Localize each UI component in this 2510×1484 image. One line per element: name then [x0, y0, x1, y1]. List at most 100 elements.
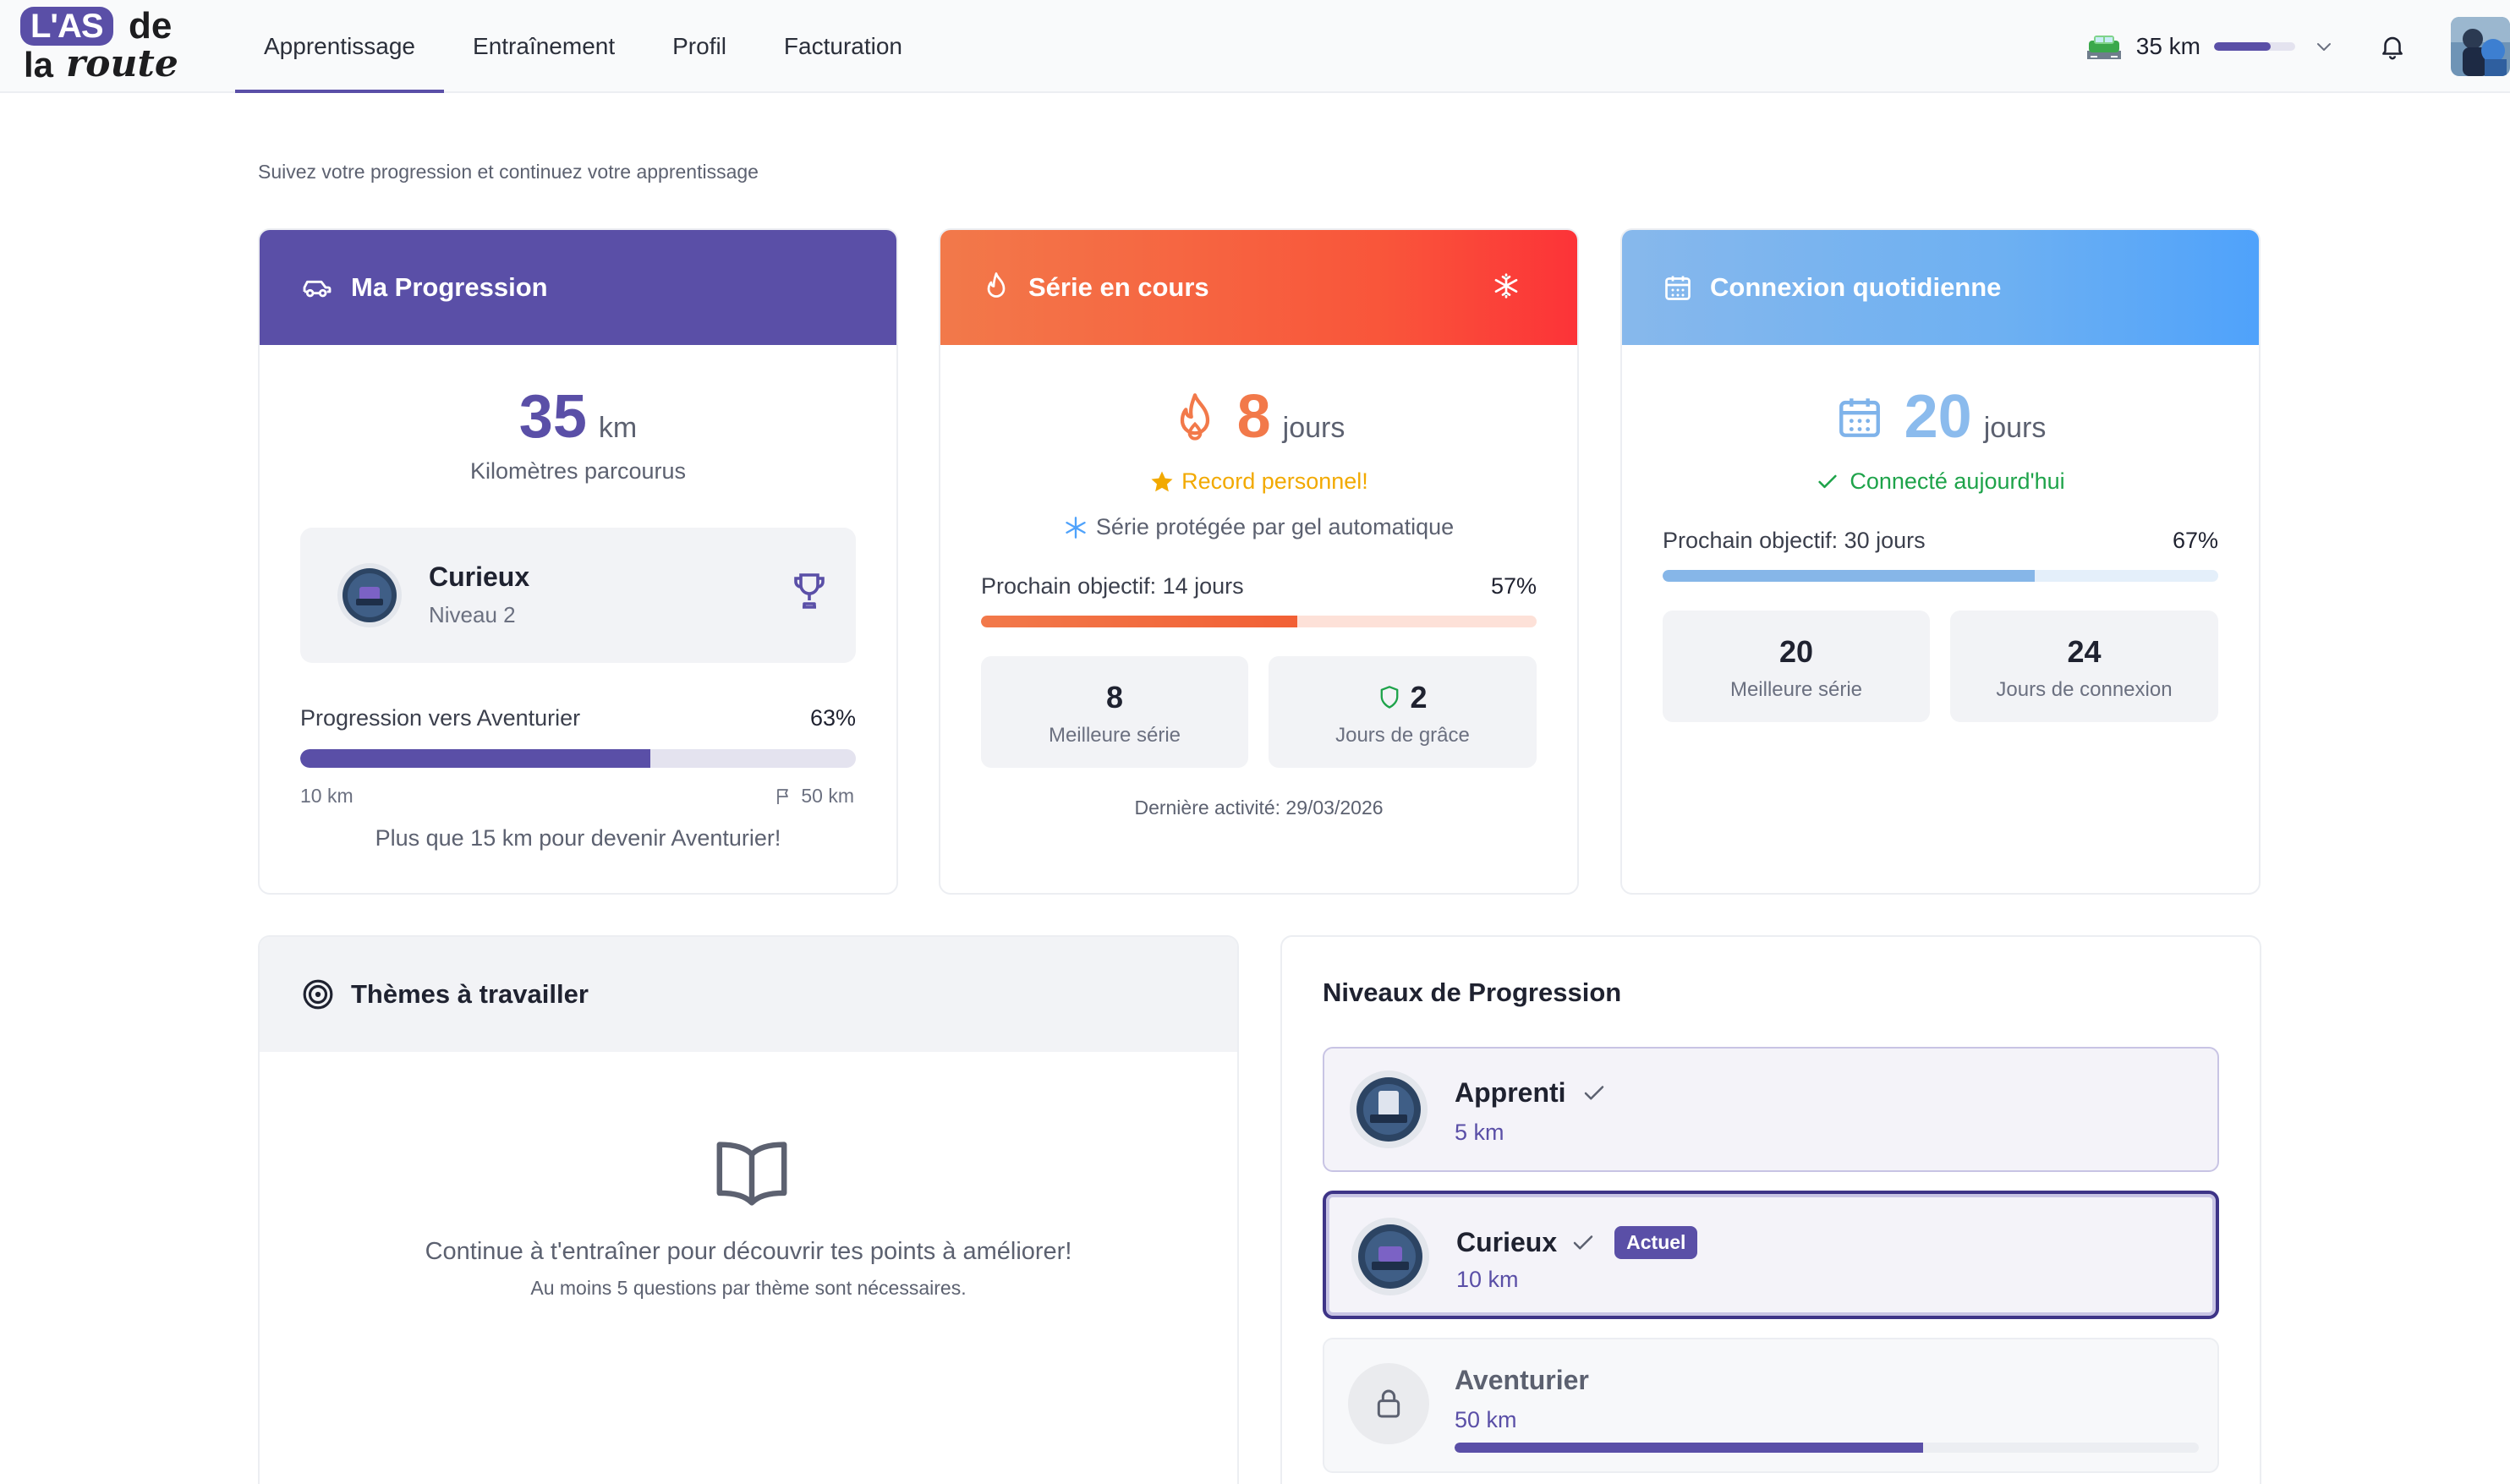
- progression-card: Ma Progression 35 km Kilomètres parcouru…: [258, 228, 898, 895]
- km-total-value: 35: [518, 383, 587, 451]
- logo-de: de: [129, 5, 173, 47]
- themes-empty-sub: Au moins 5 questions par thème sont néce…: [530, 1277, 967, 1299]
- connexion-card: Connexion quotidienne 20 jours Connecté …: [1620, 228, 2261, 895]
- towards-percent: 63%: [809, 705, 856, 731]
- themes-card: Thèmes à travailler Continue à t'entraîn…: [258, 935, 1239, 1484]
- flame-outline-icon: [987, 272, 1006, 298]
- snowflake-icon[interactable]: [1493, 272, 1520, 299]
- level-curieux-km: 10 km: [1456, 1267, 1519, 1292]
- check-icon: [1818, 474, 1837, 488]
- chevron-down-icon: [2317, 43, 2331, 51]
- serie-card-header: Série en cours: [940, 230, 1577, 345]
- nav-tab-facturation[interactable]: Facturation: [783, 33, 902, 59]
- bell-icon[interactable]: [2378, 32, 2407, 61]
- serie-best-value: 8: [1105, 680, 1124, 715]
- current-level-box: Curieux Niveau 2: [300, 528, 856, 663]
- record-text: Record personnel!: [1181, 468, 1368, 494]
- serie-objective-percent: 57%: [1490, 573, 1537, 599]
- flame-icon: [1180, 393, 1209, 441]
- snowflake-small-icon: [1066, 516, 1086, 539]
- trophy-icon: [794, 573, 825, 609]
- themes-empty-main: Continue à t'entraîner pour découvrir te…: [425, 1238, 1072, 1265]
- level-curieux-name: Curieux: [1456, 1227, 1558, 1257]
- towards-progress-bar: [300, 749, 856, 768]
- level-item-aventurier[interactable]: Aventurier 50 km: [1323, 1338, 2219, 1473]
- calendar-outline-icon: [1665, 276, 1691, 300]
- progression-card-title: Ma Progression: [351, 272, 548, 302]
- record-line: Record personnel!: [940, 468, 1577, 495]
- calendar-icon: [1839, 398, 1880, 437]
- curieux-level-badge-icon: [1351, 1218, 1429, 1295]
- current-level-name: Curieux: [429, 561, 530, 592]
- serie-grace-label: Jours de grâce: [1335, 724, 1470, 747]
- top-navbar: L'AS de la route Apprentissage Entraînem…: [0, 0, 2510, 93]
- logo-route: route: [66, 42, 178, 85]
- level-item-apprenti[interactable]: Apprenti 5 km: [1323, 1047, 2219, 1172]
- serie-best-box: 8 Meilleure série: [981, 656, 1248, 768]
- level-aventurier-progress: [1455, 1443, 2199, 1453]
- connexion-card-header: Connexion quotidienne: [1622, 230, 2259, 345]
- level-item-curieux[interactable]: Curieux Actuel 10 km: [1323, 1191, 2219, 1319]
- max-km-value: 50 km: [801, 785, 854, 807]
- serie-objective-bar: [981, 616, 1537, 627]
- header-km-progress-fill: [2214, 42, 2272, 51]
- connexion-objective-bar: [1663, 570, 2218, 582]
- serie-objective-row: Prochain objectif: 14 jours 57%: [981, 573, 1537, 600]
- serie-best-label: Meilleure série: [1048, 724, 1181, 747]
- main-nav: Apprentissage Entraînement Profil Factur…: [235, 0, 931, 93]
- lock-icon: [1377, 1389, 1400, 1418]
- nav-tab-entrainement[interactable]: Entraînement: [473, 33, 616, 59]
- remaining-text: Plus que 15 km pour devenir Aventurier!: [375, 825, 781, 851]
- app-logo[interactable]: L'AS de la route: [20, 7, 189, 86]
- min-km-label: 10 km: [300, 785, 353, 807]
- apprenti-badge-icon: [1350, 1071, 1428, 1148]
- km-total-caption: Kilomètres parcourus: [469, 458, 687, 484]
- towards-label: Progression vers Aventurier: [300, 705, 581, 731]
- connexion-total-box: 24 Jours de connexion: [1950, 611, 2218, 722]
- serie-grace-row: 2: [1269, 680, 1537, 715]
- page-subtitle: Suivez votre progression et continuez vo…: [258, 161, 759, 183]
- check-icon: [1573, 1235, 1593, 1249]
- connexion-days-value: 20: [1904, 383, 1972, 451]
- header-right: 35 km: [2086, 0, 2510, 93]
- serie-objective-label: Prochain objectif: 14 jours: [981, 573, 1244, 599]
- connected-today-text: Connecté aujourd'hui: [1850, 468, 2065, 494]
- connected-today-line: Connecté aujourd'hui: [1622, 468, 2259, 495]
- flag-icon: [777, 788, 789, 804]
- connexion-objective-row: Prochain objectif: 30 jours 67%: [1663, 528, 2218, 554]
- connexion-days-unit: jours: [1983, 412, 2047, 444]
- level-apprenti-km: 5 km: [1455, 1120, 1504, 1145]
- connexion-total-value: 24: [2067, 634, 2102, 669]
- connexion-card-title: Connexion quotidienne: [1710, 272, 2002, 302]
- connexion-total-label: Jours de connexion: [1996, 678, 2173, 701]
- header-km-progress: [2214, 42, 2295, 51]
- header-km-value: 35 km: [2135, 33, 2200, 59]
- connexion-objective-label: Prochain objectif: 30 jours: [1663, 528, 1926, 553]
- connexion-days: 20 jours: [1622, 382, 2259, 452]
- serie-card-title: Série en cours: [1028, 272, 1209, 302]
- connexion-objective-fill: [1663, 570, 2036, 582]
- towards-row: Progression vers Aventurier 63%: [300, 705, 856, 731]
- shield-icon: [1381, 686, 1399, 709]
- logo-la: la: [24, 45, 54, 85]
- themes-card-header: Thèmes à travailler: [260, 937, 1237, 1052]
- current-level-sub: Niveau 2: [429, 602, 516, 627]
- star-icon: [1151, 471, 1173, 491]
- levels-card: Niveaux de Progression Apprenti 5 km Cur…: [1280, 935, 2261, 1484]
- serie-objective-fill: [981, 616, 1298, 627]
- serie-grace-value: 2: [1410, 680, 1428, 715]
- km-total: 35 km: [260, 382, 896, 452]
- nav-tab-profil[interactable]: Profil: [672, 33, 726, 59]
- nav-tab-apprentissage[interactable]: Apprentissage: [235, 0, 445, 93]
- level-aventurier-km: 50 km: [1455, 1407, 1517, 1432]
- level-aventurier-progress-fill: [1455, 1443, 1924, 1453]
- level-curieux-title-row: Curieux Actuel: [1456, 1226, 1698, 1259]
- target-icon: [303, 979, 333, 1010]
- level-apprenti-title-row: Apprenti: [1455, 1077, 1607, 1109]
- open-book-icon: [716, 1142, 787, 1206]
- themes-card-title: Thèmes à travailler: [351, 979, 589, 1009]
- serie-grace-box: 2 Jours de grâce: [1269, 656, 1537, 768]
- connexion-objective-percent: 67%: [2172, 528, 2218, 553]
- user-avatar[interactable]: [2451, 17, 2510, 76]
- km-dropdown[interactable]: 35 km: [2086, 33, 2378, 60]
